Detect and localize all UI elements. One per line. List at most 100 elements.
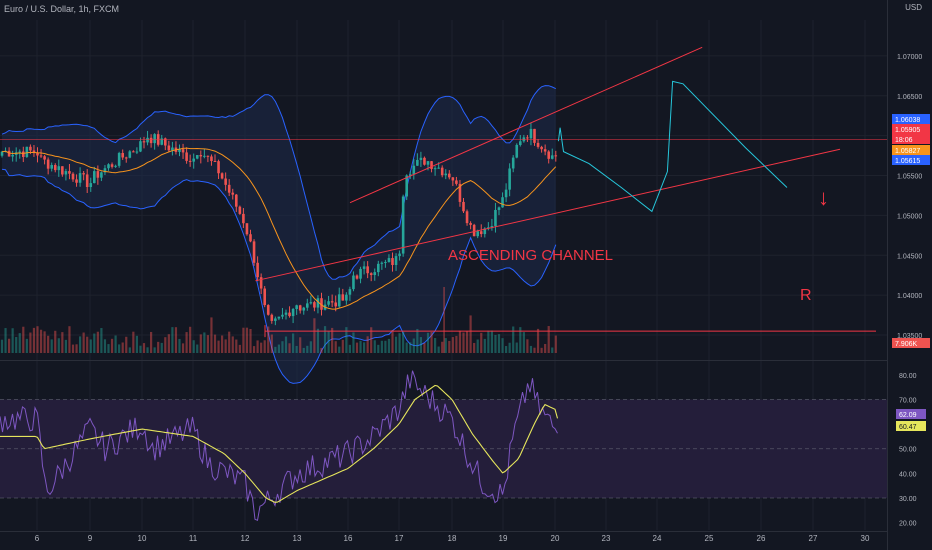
candle-body [519, 141, 522, 145]
time-tick-label: 9 [88, 534, 93, 543]
candle-body [263, 288, 266, 306]
volume-bar [409, 342, 412, 353]
candle-body [416, 159, 419, 166]
candle-body [252, 241, 256, 263]
candle-body [32, 150, 36, 153]
volume-bar [121, 342, 124, 353]
volume-bar [157, 341, 160, 353]
volume-bar [458, 330, 462, 353]
volume-bar [519, 327, 522, 353]
volume-bar [473, 342, 476, 353]
price-tick-label: 1.05000 [897, 213, 922, 220]
volume-bar [302, 347, 305, 353]
volume-bar [118, 344, 121, 353]
volume-bar [480, 332, 483, 353]
candle-body [213, 160, 217, 162]
time-tick-label: 26 [757, 534, 766, 543]
volume-bar [171, 327, 174, 353]
volume-bar [61, 332, 64, 353]
candle-body [121, 153, 124, 158]
candle-body [39, 155, 43, 157]
volume-bar [540, 347, 543, 353]
volume-bar [522, 332, 525, 353]
candle-body [270, 314, 274, 321]
candle-body [284, 312, 288, 315]
forecast-path [557, 80, 788, 213]
candle-body [192, 158, 195, 162]
volume-bar [178, 338, 181, 353]
candle-body [423, 157, 426, 165]
price-marker-label: 1.05905 [895, 127, 920, 134]
candle-body [295, 305, 298, 309]
candle-body [316, 298, 320, 308]
volume-bar [551, 347, 554, 353]
candle-body [405, 175, 408, 197]
candle-body [511, 157, 515, 169]
candle-body [533, 128, 536, 143]
volume-bar [150, 331, 153, 353]
rsi-line [0, 370, 558, 521]
candle-body [43, 156, 46, 160]
price-marker-box [892, 124, 930, 134]
candle-body [132, 151, 135, 153]
volume-bar [47, 335, 50, 353]
volume-bar [185, 332, 188, 353]
candle-body [369, 273, 373, 276]
candle-body [210, 156, 213, 161]
candle-body [227, 184, 231, 193]
candle-body [306, 303, 309, 308]
candle-body [53, 165, 57, 171]
volume-bar [164, 337, 167, 353]
volume-bar [221, 335, 224, 353]
candle-body [22, 151, 25, 157]
volume-bar [86, 336, 89, 353]
candle-body [430, 161, 433, 169]
candle-body [46, 159, 50, 169]
volume-bar [267, 326, 270, 353]
volume-bar [11, 328, 14, 353]
rsi-marker-label: 62.09 [899, 412, 917, 419]
volume-bar [394, 336, 398, 353]
candle-body [128, 151, 132, 158]
candle-body [547, 151, 550, 159]
volume-bar [494, 335, 497, 353]
volume-bar [345, 327, 348, 353]
volume-bar [79, 336, 82, 353]
volume-bar [469, 315, 472, 353]
volume-bar [544, 343, 547, 353]
volume-bar [536, 328, 540, 353]
candle-body [256, 262, 259, 278]
price-marker-box [892, 145, 930, 155]
candle-body [302, 307, 306, 311]
volume-bar [135, 335, 138, 353]
candle-body [487, 227, 490, 229]
volume-bar [89, 339, 92, 353]
candle-body [313, 302, 316, 308]
volume-bar [231, 336, 234, 353]
volume-bar [93, 333, 96, 353]
candle-body [345, 294, 348, 301]
candle-body [188, 160, 192, 162]
currency-label[interactable]: USD [905, 3, 922, 12]
volume-bar [331, 327, 334, 353]
candle-body [309, 302, 313, 304]
volume-bar [100, 328, 103, 353]
volume-bar [8, 338, 11, 353]
candle-body [455, 180, 458, 184]
volume-bar [515, 342, 518, 353]
support-label: R [800, 287, 812, 304]
candle-body [412, 165, 416, 175]
candle-body [245, 223, 249, 235]
time-tick-label: 24 [653, 534, 662, 543]
volume-bar [487, 330, 490, 353]
candle-body [7, 150, 11, 157]
volume-bar [146, 347, 149, 353]
candle-body [36, 152, 39, 156]
time-tick-label: 25 [705, 534, 714, 543]
volume-bar [416, 328, 419, 353]
candle-body [394, 256, 398, 265]
price-marker-box [892, 155, 930, 165]
volume-bar [68, 326, 71, 353]
candle-body [11, 154, 14, 157]
